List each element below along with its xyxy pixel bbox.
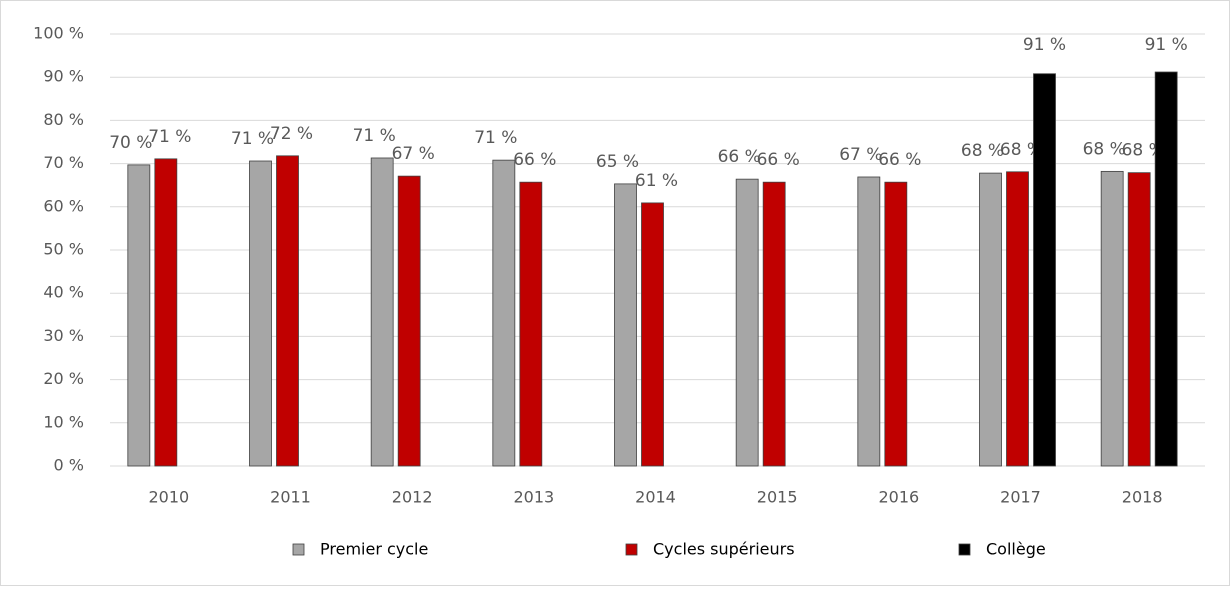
- x-tick-label: 2016: [878, 488, 919, 507]
- y-tick-label: 70 %: [43, 153, 84, 172]
- bar: [1006, 171, 1029, 467]
- y-tick-label: 100 %: [33, 24, 84, 43]
- data-label: 70 %: [109, 133, 152, 153]
- data-label: 61 %: [635, 171, 678, 191]
- bar: [857, 176, 881, 467]
- data-label: 71 %: [148, 127, 191, 147]
- x-tick-label: 2018: [1122, 488, 1163, 507]
- x-tick-label: 2015: [757, 488, 798, 507]
- bar: [735, 178, 759, 467]
- bar: [492, 159, 516, 467]
- bar: [370, 157, 394, 467]
- data-label: 91 %: [1145, 35, 1188, 55]
- bar: [127, 164, 151, 467]
- data-label: 67 %: [392, 144, 435, 164]
- y-tick-label: 80 %: [43, 110, 84, 129]
- bar: [154, 158, 178, 467]
- data-label: 66 %: [718, 147, 761, 167]
- x-tick-label: 2017: [1000, 488, 1041, 507]
- x-tick-label: 2014: [635, 488, 676, 507]
- bar: [276, 155, 299, 467]
- y-tick-label: 0 %: [54, 456, 84, 475]
- legend-swatch: [292, 543, 305, 556]
- x-tick-label: 2011: [270, 488, 311, 507]
- bar: [519, 181, 543, 467]
- bar: [397, 175, 421, 467]
- data-label: 66 %: [513, 150, 556, 170]
- bar: [884, 181, 908, 467]
- y-tick-label: 50 %: [43, 240, 84, 259]
- data-label: 71 %: [353, 126, 396, 146]
- bar: [1100, 170, 1124, 467]
- bar: [1154, 71, 1178, 467]
- legend-label: Cycles supérieurs: [653, 540, 795, 559]
- legend-swatch: [625, 543, 638, 556]
- data-label: 65 %: [596, 152, 639, 172]
- data-label: 66 %: [878, 150, 921, 170]
- x-tick-label: 2013: [513, 488, 554, 507]
- y-tick-label: 60 %: [43, 196, 84, 215]
- legend-label: Collège: [986, 540, 1046, 559]
- data-label: 66 %: [757, 150, 800, 170]
- bar: [1033, 73, 1056, 467]
- data-label: 71 %: [474, 128, 517, 148]
- bar: [614, 183, 637, 467]
- x-tick-label: 2010: [148, 488, 189, 507]
- x-tick-label: 2012: [392, 488, 433, 507]
- data-label: 68 %: [961, 141, 1004, 161]
- y-tick-label: 20 %: [43, 369, 84, 388]
- bar: [1127, 172, 1151, 467]
- bar: [641, 202, 664, 467]
- data-label: 72 %: [270, 124, 313, 144]
- legend-label: Premier cycle: [320, 540, 428, 559]
- data-label: 68 %: [1083, 139, 1126, 159]
- y-tick-label: 10 %: [43, 412, 84, 431]
- y-tick-label: 90 %: [43, 67, 84, 86]
- y-tick-label: 40 %: [43, 283, 84, 302]
- data-label: 71 %: [231, 129, 274, 149]
- bar: [762, 181, 786, 467]
- bar: [249, 160, 272, 467]
- data-label: 91 %: [1023, 35, 1066, 55]
- data-label: 67 %: [839, 145, 882, 165]
- bar: [979, 172, 1002, 467]
- legend-swatch: [958, 543, 971, 556]
- y-tick-label: 30 %: [43, 326, 84, 345]
- data-label: 68 %: [1000, 140, 1043, 160]
- data-label: 68 %: [1122, 141, 1165, 161]
